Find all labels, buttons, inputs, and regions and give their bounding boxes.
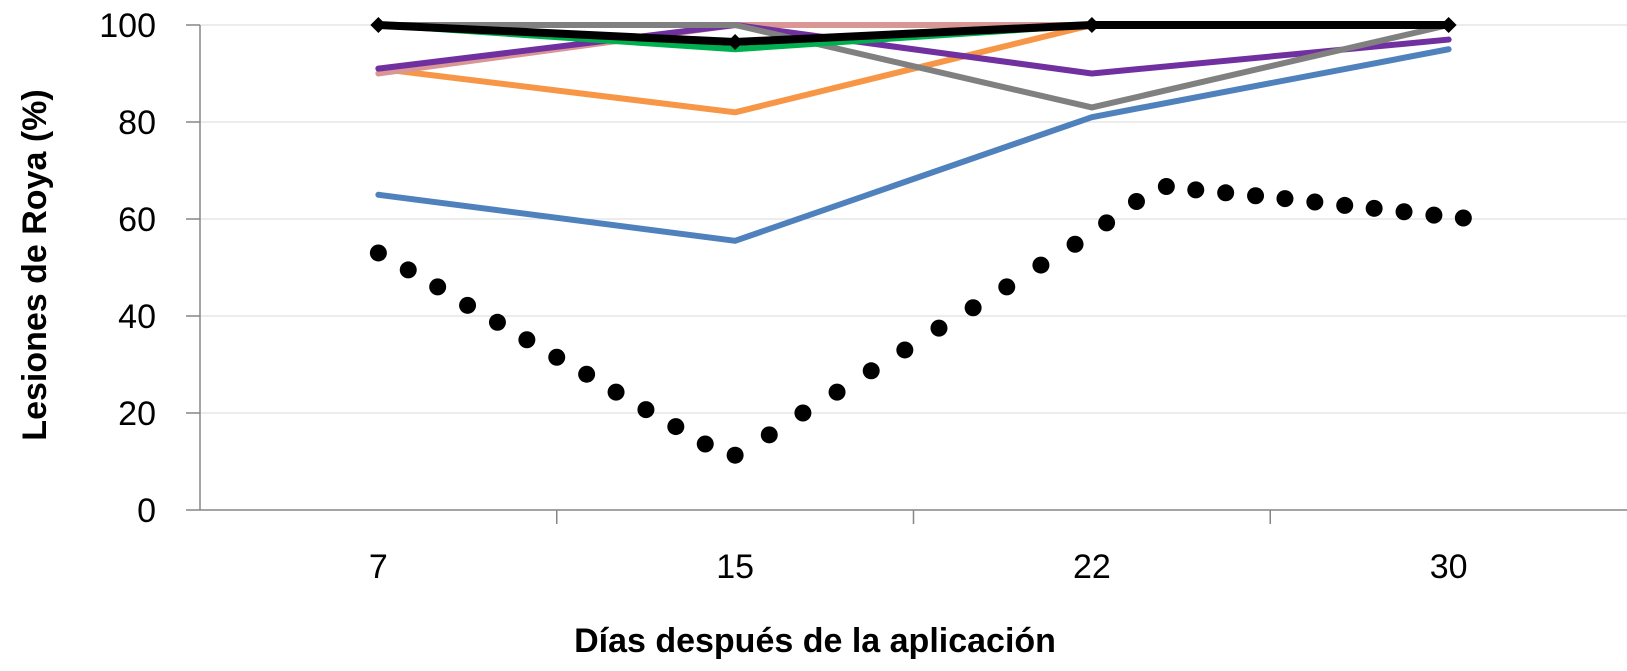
trendline-dot — [896, 341, 914, 359]
series-marker — [727, 33, 744, 50]
x-tick-label: 7 — [369, 548, 388, 586]
series-marker — [1083, 17, 1100, 33]
trendline-dot — [518, 331, 536, 349]
trendline-dot — [862, 362, 880, 380]
trendline-dot — [1395, 203, 1413, 221]
trendline-dot — [726, 446, 744, 464]
x-tick-label: 15 — [716, 548, 754, 586]
trendline-dot — [1247, 187, 1265, 205]
trendline-dot — [696, 435, 714, 453]
trendline-dot — [1336, 196, 1354, 214]
y-tick-label: 100 — [99, 7, 156, 45]
trendline-dot — [607, 383, 625, 401]
trendline-dot — [998, 278, 1016, 296]
trendline-dot — [964, 299, 982, 317]
series-line-1 — [375, 46, 1452, 244]
trendline-dot — [667, 418, 685, 436]
gridlines — [200, 24, 1627, 414]
series-marker — [1440, 17, 1457, 33]
trendline-dot — [548, 348, 566, 366]
trendline-dot — [794, 404, 812, 422]
trendline-dot — [429, 278, 447, 296]
trendline-dot — [1098, 214, 1116, 232]
trendline-dot — [760, 426, 778, 444]
trendline-dot — [1032, 256, 1050, 274]
x-tick-label: 30 — [1430, 548, 1468, 586]
series-lines — [370, 17, 1457, 244]
trendline-dot — [1276, 190, 1294, 208]
axes — [186, 24, 1627, 524]
y-tick-label: 80 — [118, 104, 156, 142]
trendline-dot — [1454, 209, 1472, 227]
x-tick-label: 22 — [1073, 548, 1111, 586]
trendline-dot — [1127, 193, 1145, 211]
trendline-dot — [637, 401, 655, 419]
series-line-5 — [375, 22, 1452, 111]
trendline-dot — [459, 296, 477, 314]
trendline-dot — [578, 365, 596, 383]
x-axis-title: Días después de la aplicación — [574, 622, 1056, 660]
trendline-dot — [1217, 184, 1235, 202]
y-tick-label: 60 — [118, 201, 156, 239]
trendline-dot — [1187, 181, 1205, 199]
y-tick-label: 20 — [118, 395, 156, 433]
series-line-7 — [374, 21, 1453, 46]
tick-labels: 0 20 40 60 80 100 7 15 22 30 — [99, 7, 1467, 586]
trendline-dot — [1306, 193, 1324, 211]
trendline-dot — [399, 261, 417, 279]
trendline-dot — [828, 383, 846, 401]
trendline — [369, 178, 1472, 464]
trendline-dot — [1066, 235, 1084, 253]
series-marker — [370, 17, 387, 33]
series-line-4 — [375, 22, 1452, 77]
trendline-dot — [1425, 206, 1443, 224]
trendline-dot — [930, 319, 948, 337]
trendline-dot — [488, 313, 506, 331]
trendline-dot — [1157, 178, 1175, 196]
y-axis-title: Lesiones de Roya (%) — [16, 89, 54, 440]
trendline-dot — [1365, 199, 1383, 217]
y-tick-label: 0 — [137, 492, 156, 530]
trendline-dot — [369, 244, 387, 262]
y-tick-label: 40 — [118, 298, 156, 336]
